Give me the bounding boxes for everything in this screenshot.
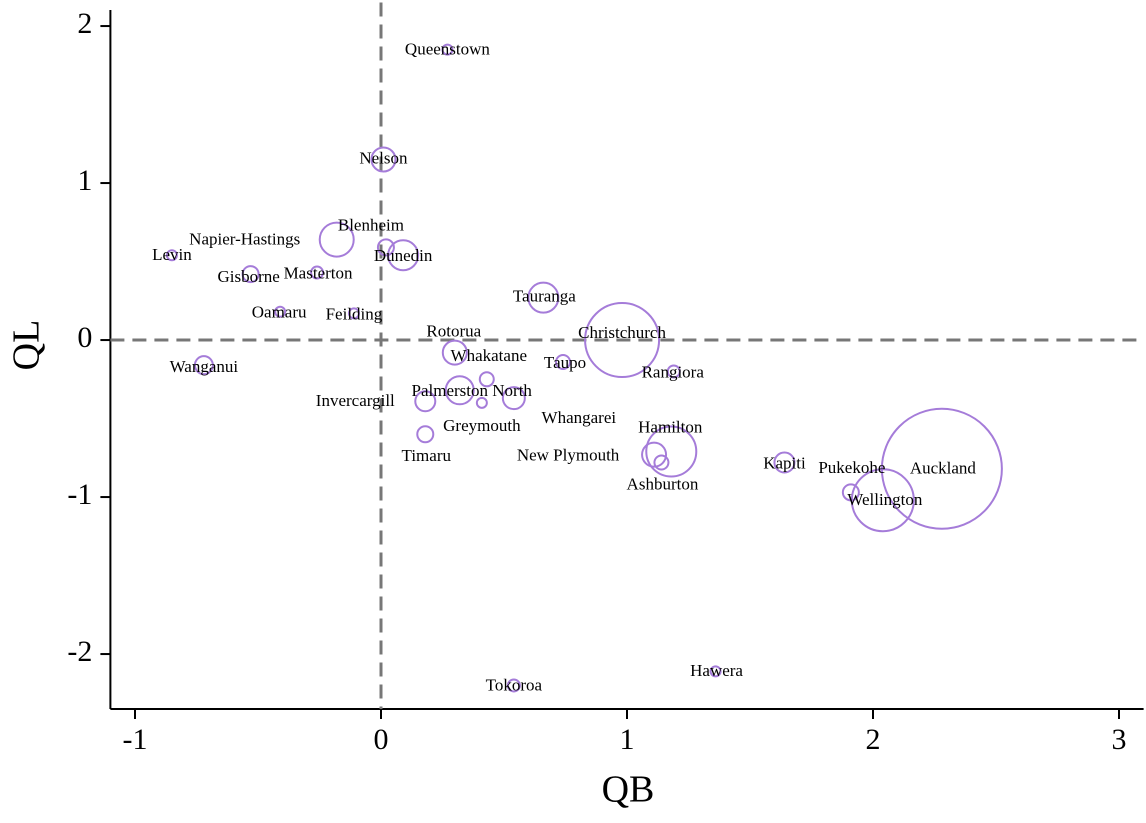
point-label: Kapiti	[763, 453, 806, 472]
point-label: Hamilton	[638, 417, 703, 436]
point-label: Auckland	[910, 459, 977, 478]
point-label: Ashburton	[627, 474, 699, 493]
point-label: New Plymouth	[517, 446, 620, 465]
point-label: Napier-Hastings	[189, 229, 300, 248]
bubble	[310, 265, 325, 280]
x-tick-label: 3	[1112, 723, 1127, 756]
x-tick-label: 2	[866, 723, 881, 756]
y-tick-label: 2	[77, 7, 92, 40]
point-label: Levin	[152, 245, 192, 264]
bubble	[555, 354, 572, 371]
bubble	[645, 425, 698, 478]
bubble	[441, 43, 454, 56]
bubble	[501, 386, 526, 411]
point-label: Feilding	[326, 304, 383, 323]
point-label: Palmerston North	[412, 381, 533, 400]
point-label: Masterton	[284, 263, 353, 282]
bubble	[880, 407, 1003, 530]
point-label: Whangarei	[542, 408, 617, 427]
point-label: Oamaru	[252, 303, 307, 322]
bubble	[709, 665, 722, 678]
point-label: Taupo	[544, 353, 586, 372]
bubble	[274, 305, 287, 318]
bubble	[193, 355, 214, 376]
bubble	[165, 249, 178, 262]
bubble	[641, 441, 668, 468]
x-tick-label: 1	[620, 723, 635, 756]
bubble	[416, 425, 435, 444]
point-label: Queenstown	[405, 40, 490, 59]
bubble	[653, 454, 670, 471]
point-label: Dunedin	[374, 246, 433, 265]
bubble	[441, 339, 468, 366]
point-label: Rotorua	[426, 322, 481, 341]
bubble	[370, 146, 397, 173]
point-label: Whakatane	[451, 346, 527, 365]
bubble	[318, 221, 355, 258]
y-tick-label: 0	[77, 321, 92, 354]
point-label: Blenheim	[338, 215, 404, 234]
y-tick-label: -2	[67, 635, 92, 668]
point-label: Hawera	[690, 661, 743, 680]
bubble	[241, 265, 260, 284]
x-axis-title: QB	[602, 769, 655, 811]
bubble	[478, 371, 495, 388]
point-label: Gisborne	[217, 267, 279, 286]
point-label: Tauranga	[513, 287, 576, 306]
y-tick-label: -1	[67, 478, 92, 511]
point-label: Pukekohe	[818, 458, 885, 477]
point-label: Rangiora	[642, 362, 705, 381]
bubble	[414, 390, 437, 413]
x-tick-label: -1	[123, 723, 148, 756]
bubble	[475, 396, 488, 409]
point-label: Greymouth	[443, 416, 521, 435]
point-label: Tokoroa	[486, 675, 543, 694]
point-label: Nelson	[359, 148, 408, 167]
bubble	[444, 375, 475, 406]
x-tick-label: 0	[374, 723, 389, 756]
bubble	[666, 364, 681, 379]
point-label: Wellington	[847, 490, 923, 509]
y-axis-title: QL	[6, 320, 48, 371]
bubble	[584, 302, 661, 379]
point-label: Christchurch	[578, 323, 666, 342]
y-tick-label: 1	[77, 164, 92, 197]
point-label: Timaru	[402, 446, 452, 465]
bubble	[527, 281, 560, 314]
point-label: Invercargill	[316, 391, 395, 410]
bubble	[387, 239, 420, 272]
bubble	[506, 678, 521, 693]
bubble	[347, 307, 360, 320]
point-label: Wanganui	[170, 357, 239, 376]
bubble	[773, 451, 796, 474]
bubble	[376, 238, 395, 257]
